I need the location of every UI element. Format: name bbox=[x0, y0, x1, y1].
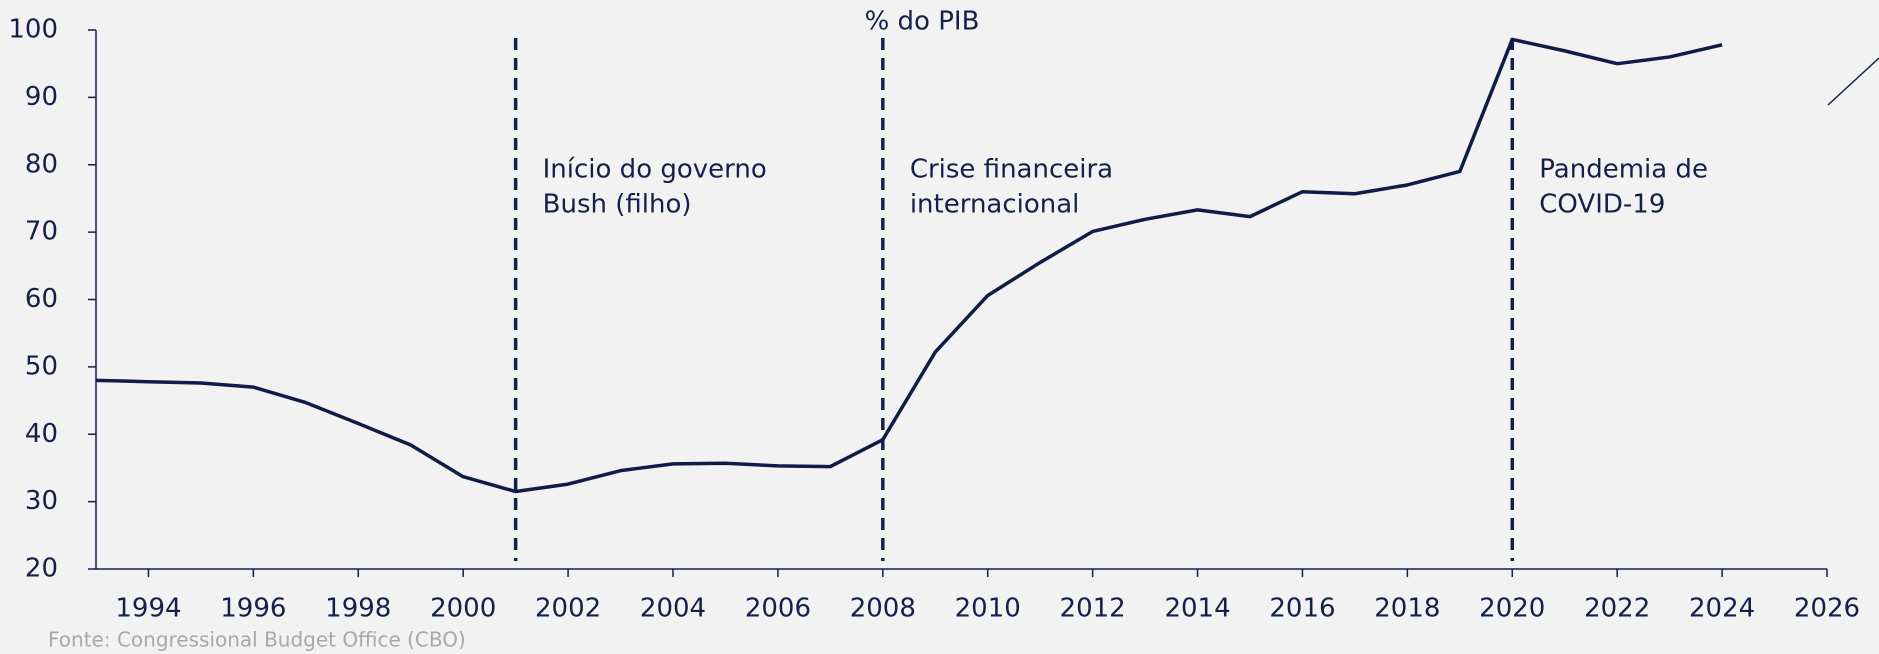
x-tick-label: 2004 bbox=[640, 594, 706, 624]
annotation: Crise financeira bbox=[910, 155, 1113, 185]
y-tick-label: 90 bbox=[25, 82, 58, 112]
x-tick-label: 2006 bbox=[745, 594, 811, 624]
annotation: internacional bbox=[910, 190, 1080, 220]
x-tick-label: 2022 bbox=[1584, 594, 1650, 624]
y-tick-label: 80 bbox=[25, 149, 58, 179]
line bbox=[95, 37, 1723, 494]
annotation: COVID-19 bbox=[1539, 190, 1665, 220]
x-tick-label: 2012 bbox=[1060, 594, 1126, 624]
decoration bbox=[1827, 57, 1879, 106]
y-tick-label: 70 bbox=[25, 217, 58, 247]
x-tick-label: 1994 bbox=[115, 594, 181, 624]
x-tick-label: 2024 bbox=[1689, 594, 1755, 624]
x-tick-label: 2010 bbox=[955, 594, 1021, 624]
source: Fonte: Congressional Budget Office (CBO) bbox=[48, 628, 466, 652]
annotation: Bush (filho) bbox=[543, 190, 692, 220]
y-tick-label: 50 bbox=[25, 351, 58, 381]
annotation: Pandemia de bbox=[1539, 155, 1708, 185]
x-tick-label: 2016 bbox=[1269, 594, 1335, 624]
x-tick-label: 1996 bbox=[220, 594, 286, 624]
y-tick-label: 30 bbox=[25, 486, 58, 516]
x-tick-label: 2026 bbox=[1794, 594, 1860, 624]
x-tick-label: 2018 bbox=[1374, 594, 1440, 624]
x-tick-label: 2000 bbox=[430, 594, 496, 624]
x-tick-label: 2014 bbox=[1164, 594, 1230, 624]
x-tick-label: 2002 bbox=[535, 594, 601, 624]
x-tick-label: 1998 bbox=[325, 594, 391, 624]
y-tick-label: 20 bbox=[25, 554, 58, 584]
y-tick-label: 60 bbox=[25, 284, 58, 314]
annotation: Início do governo bbox=[543, 155, 767, 185]
y-tick-label: 100 bbox=[8, 15, 58, 45]
x-tick-label: 2020 bbox=[1479, 594, 1545, 624]
chart-title: % do PIB bbox=[865, 7, 980, 37]
x-tick-label: 2008 bbox=[850, 594, 916, 624]
y-tick-label: 40 bbox=[25, 419, 58, 449]
